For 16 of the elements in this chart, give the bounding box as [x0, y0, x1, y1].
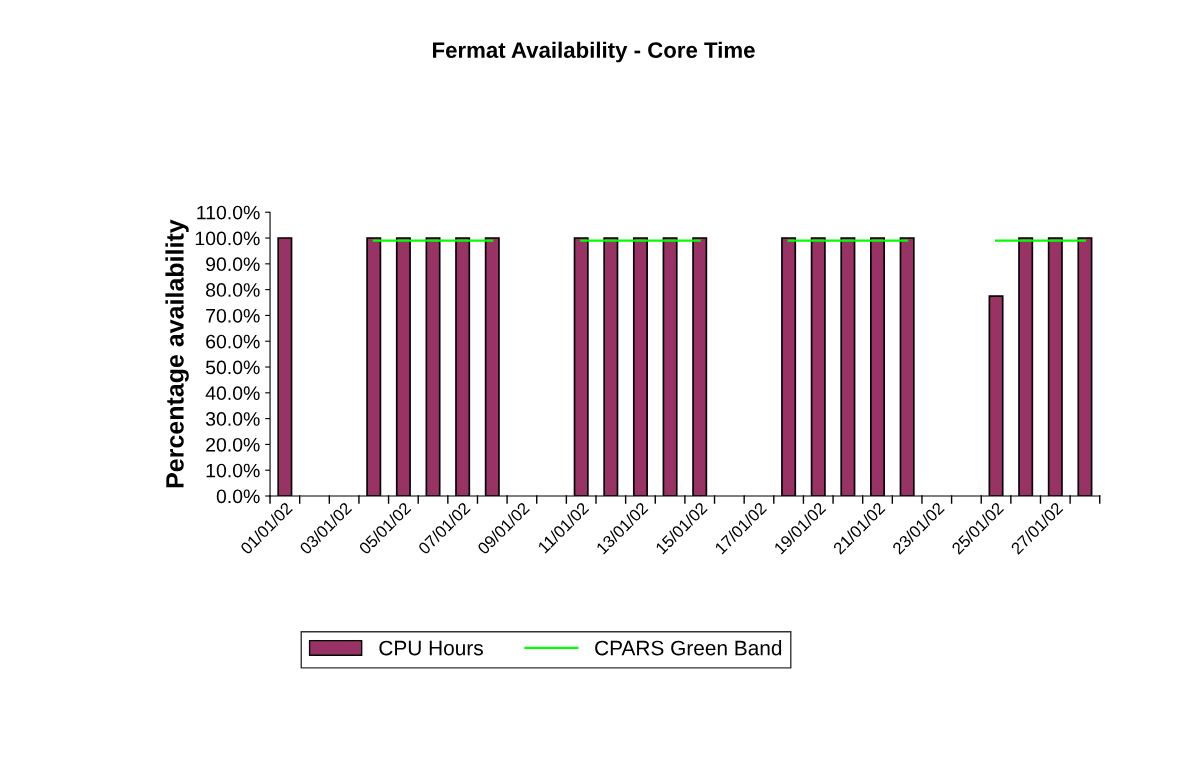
y-tick-label: 110.0% — [197, 205, 260, 220]
y-tick-label: 50.0% — [205, 360, 260, 375]
chart-title: Fermat Availability - Core Time — [433, 41, 755, 63]
y-tick-label: 70.0% — [206, 308, 260, 323]
y-tick-label: 0.0% — [216, 489, 260, 504]
y-tick-label: 100.0% — [195, 231, 260, 246]
y-tick-label: 20.0% — [206, 437, 260, 452]
y-axis-title: Percentage availability — [165, 219, 189, 488]
y-tick-label: 30.0% — [205, 412, 260, 426]
y-tick-label: 40.0% — [205, 386, 260, 401]
y-tick-label: 10.0% — [206, 463, 260, 478]
y-tick-label: 80.0% — [206, 283, 260, 297]
legend-label: CPU Hours — [379, 640, 483, 656]
y-tick-label: 60.0% — [206, 334, 260, 349]
legend-label: CPARS Green Band — [595, 640, 782, 656]
y-tick-label: 90.0% — [206, 257, 260, 272]
